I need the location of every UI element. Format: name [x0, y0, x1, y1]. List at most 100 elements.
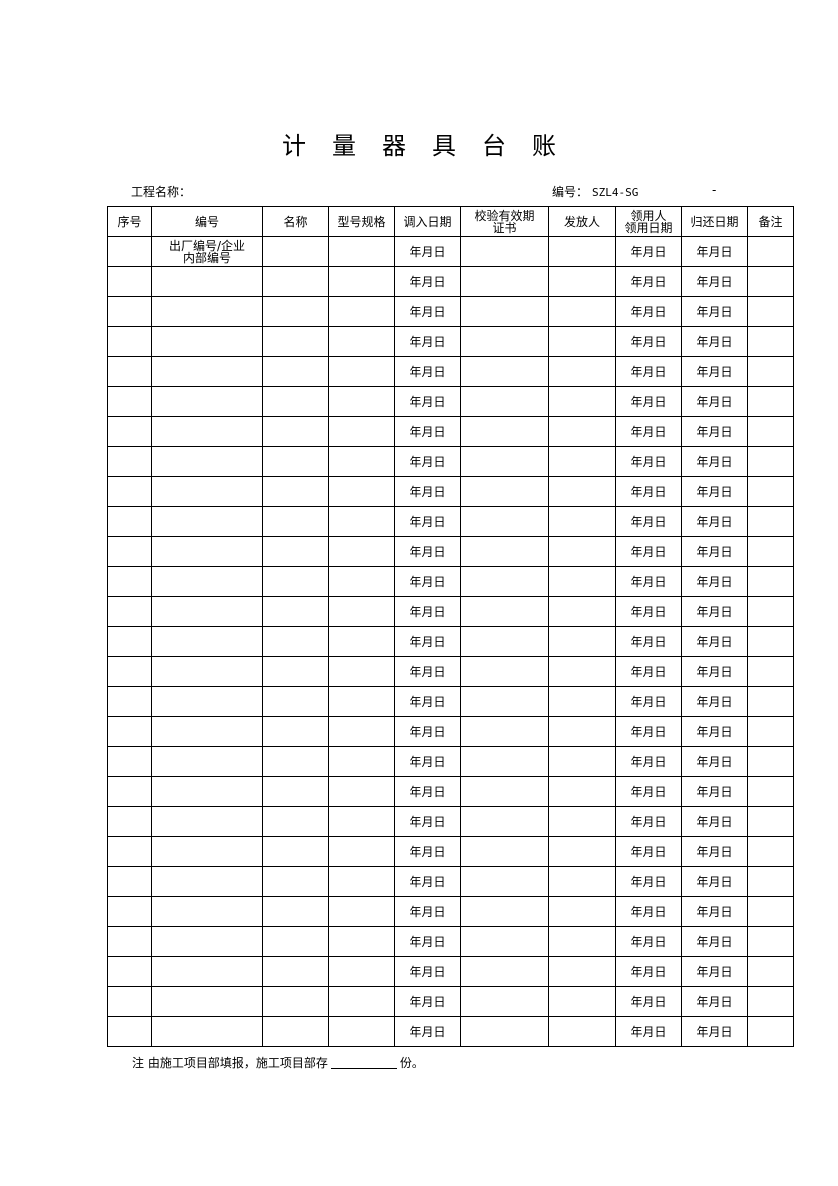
table-cell [747, 266, 794, 297]
table-cell: 年月日 [394, 416, 461, 447]
table-cell [262, 356, 329, 387]
table-cell [151, 986, 263, 1017]
table-cell: 年月日 [615, 806, 682, 837]
table-cell [460, 716, 549, 747]
table-cell [747, 536, 794, 567]
table-cell: 年月日 [681, 866, 748, 897]
table-cell: 年月日 [681, 776, 748, 807]
note-text: 注 由施工项目部填报，施工项目部存 [132, 1056, 328, 1070]
table-cell [262, 896, 329, 927]
instrument-ledger-table: 序号 编号 名称 型号规格 调入日期 校验有效期 证书 发放人 领用人 领用日期 归还日期 备注 … [107, 206, 794, 1047]
column-header: 领用人 领用日期 [615, 206, 682, 237]
table-cell [747, 806, 794, 837]
table-row: 年月日 年月日 年月日 [107, 626, 794, 657]
table-row: 出厂编号/企业 内部编号 年月日 年月日 年月日 [107, 236, 794, 267]
table-cell [107, 476, 152, 507]
table-row: 年月日 年月日 年月日 [107, 776, 794, 807]
table-cell [548, 626, 616, 657]
table-cell [460, 476, 549, 507]
copies-blank [330, 1056, 397, 1069]
table-cell [548, 446, 616, 477]
table-cell [328, 326, 395, 357]
table-cell [328, 266, 395, 297]
table-cell [151, 836, 263, 867]
table-cell [328, 626, 395, 657]
table-cell [328, 836, 395, 867]
table-cell [262, 926, 329, 957]
table-cell [460, 266, 549, 297]
table-row: 年月日 年月日 年月日 [107, 536, 794, 567]
table-cell [262, 686, 329, 717]
table-cell: 年月日 [394, 446, 461, 477]
table-cell [328, 866, 395, 897]
table-cell [107, 566, 152, 597]
table-cell: 年月日 [394, 326, 461, 357]
table-cell [548, 776, 616, 807]
table-cell [262, 626, 329, 657]
table-cell [747, 896, 794, 927]
table-cell [460, 506, 549, 537]
table-cell [328, 776, 395, 807]
table-cell [151, 776, 263, 807]
table-cell: 年月日 [615, 566, 682, 597]
table-cell [151, 716, 263, 747]
table-cell: 年月日 [615, 686, 682, 717]
table-cell [262, 716, 329, 747]
table-cell [548, 716, 616, 747]
table-cell: 年月日 [615, 446, 682, 477]
column-header: 发放人 [548, 206, 616, 237]
table-cell [151, 566, 263, 597]
table-cell [747, 296, 794, 327]
table-row: 年月日 年月日 年月日 [107, 476, 794, 507]
table-cell: 年月日 [615, 896, 682, 927]
table-cell [262, 446, 329, 477]
table-row: 年月日 年月日 年月日 [107, 656, 794, 687]
table-cell [747, 746, 794, 777]
table-cell: 年月日 [681, 536, 748, 567]
table-cell [262, 296, 329, 327]
table-cell [460, 356, 549, 387]
table-row: 年月日 年月日 年月日 [107, 356, 794, 387]
table-cell: 年月日 [394, 476, 461, 507]
table-cell: 年月日 [394, 656, 461, 687]
table-cell: 年月日 [394, 686, 461, 717]
table-cell [460, 566, 549, 597]
table-cell: 年月日 [394, 236, 461, 267]
table-cell: 年月日 [394, 266, 461, 297]
table-cell: 年月日 [615, 656, 682, 687]
table-cell [262, 386, 329, 417]
footer-note: 注 由施工项目部填报，施工项目部存 份。 [132, 1054, 424, 1071]
table-row: 年月日 年月日 年月日 [107, 806, 794, 837]
table-cell: 年月日 [615, 386, 682, 417]
table-cell: 年月日 [681, 626, 748, 657]
table-cell [151, 536, 263, 567]
table-cell: 年月日 [681, 326, 748, 357]
table-cell [151, 1016, 263, 1047]
table-cell: 年月日 [681, 446, 748, 477]
table-cell [151, 596, 263, 627]
table-cell [151, 866, 263, 897]
table-cell: 年月日 [615, 956, 682, 987]
table-cell [747, 416, 794, 447]
table-cell [107, 806, 152, 837]
table-cell [548, 896, 616, 927]
table-cell [328, 476, 395, 507]
column-header: 名称 [262, 206, 329, 237]
table-cell: 年月日 [681, 716, 748, 747]
table-cell [262, 416, 329, 447]
column-header: 编号 [151, 206, 263, 237]
table-cell [107, 956, 152, 987]
table-cell: 年月日 [394, 386, 461, 417]
table-cell [460, 296, 549, 327]
table-cell [460, 776, 549, 807]
table-cell [460, 926, 549, 957]
table-cell [460, 686, 549, 717]
table-cell [548, 266, 616, 297]
table-cell [548, 986, 616, 1017]
table-cell: 年月日 [681, 686, 748, 717]
table-cell: 年月日 [394, 566, 461, 597]
note-suffix: 份。 [399, 1056, 424, 1070]
table-cell [747, 716, 794, 747]
table-cell [747, 686, 794, 717]
table-cell [262, 746, 329, 777]
